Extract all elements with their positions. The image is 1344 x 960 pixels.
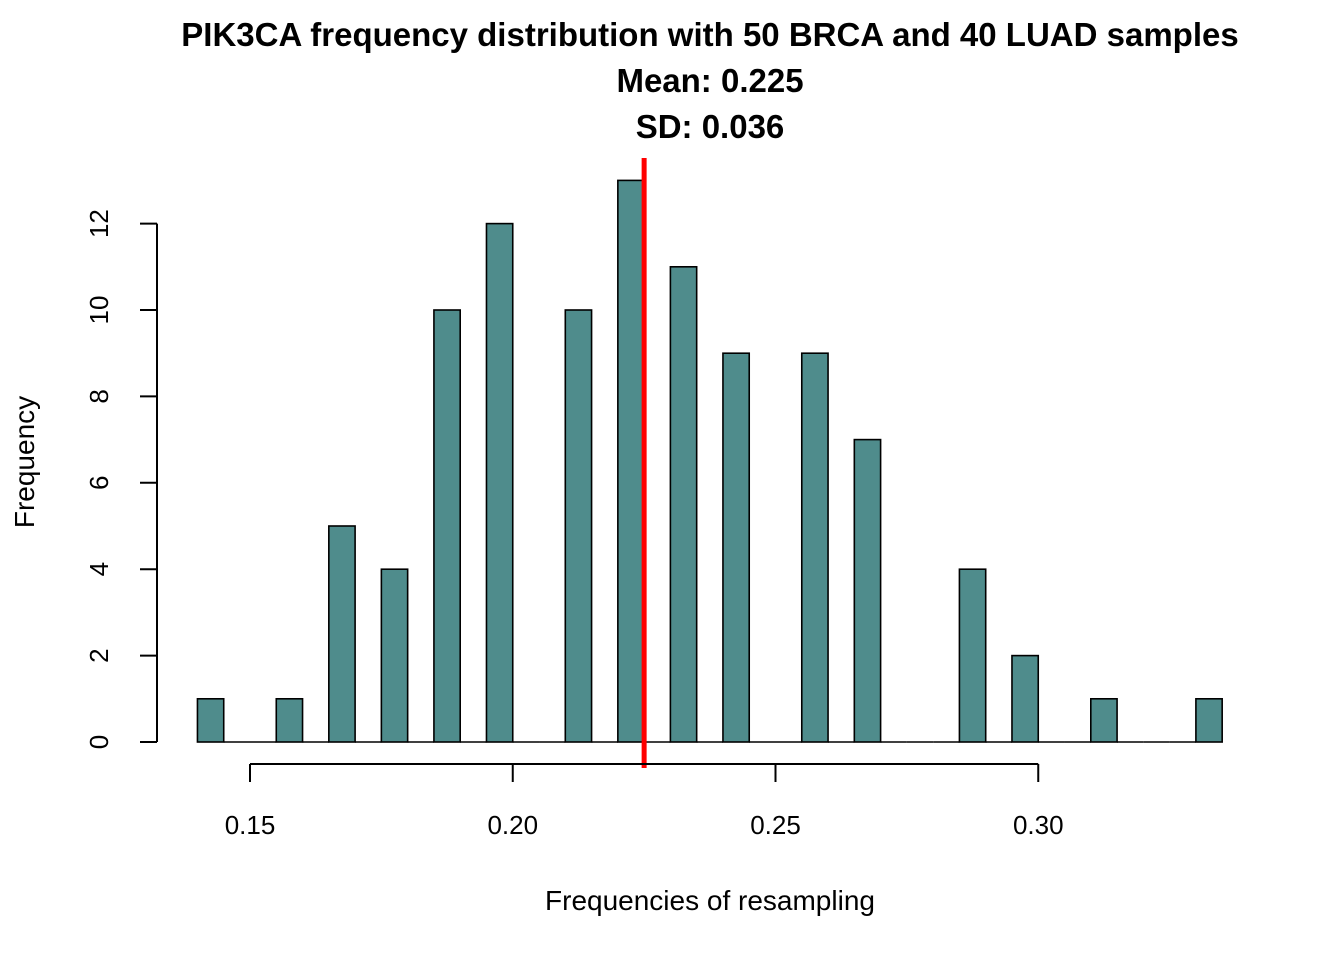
histogram-bar bbox=[1090, 697, 1118, 743]
histogram-bar bbox=[722, 352, 751, 743]
histogram-bar bbox=[275, 697, 304, 743]
x-axis: 0.15 0.20 0.25 0.30 bbox=[225, 763, 1064, 840]
histogram-bar bbox=[1011, 654, 1040, 743]
y-tick-label: 12 bbox=[84, 209, 114, 238]
histogram-bar bbox=[328, 525, 356, 743]
y-tick-label: 4 bbox=[84, 562, 114, 576]
histogram-bar bbox=[958, 568, 987, 743]
x-tick-label: 0.25 bbox=[750, 810, 801, 840]
y-axis: 0 2 4 6 8 10 12 bbox=[84, 209, 158, 749]
x-tick-label: 0.15 bbox=[225, 810, 276, 840]
y-tick-label: 10 bbox=[84, 296, 114, 325]
chart-title-main: PIK3CA frequency distribution with 50 BR… bbox=[181, 16, 1238, 53]
x-tick-label: 0.30 bbox=[1013, 810, 1064, 840]
chart-title: PIK3CA frequency distribution with 50 BR… bbox=[181, 16, 1238, 145]
y-tick-label: 8 bbox=[84, 389, 114, 403]
histogram-bar bbox=[617, 179, 645, 743]
y-tick-label: 6 bbox=[84, 476, 114, 490]
x-tick-label: 0.20 bbox=[487, 810, 538, 840]
histogram-bar bbox=[433, 309, 461, 743]
chart-subtitle-sd: SD: 0.036 bbox=[636, 108, 785, 145]
histogram-bar bbox=[380, 568, 409, 743]
histogram-bar bbox=[485, 222, 514, 743]
histogram-bar bbox=[669, 265, 698, 743]
histogram-bar bbox=[196, 697, 225, 743]
x-axis-label: Frequencies of resampling bbox=[545, 885, 875, 916]
y-tick-label: 0 bbox=[84, 735, 114, 749]
chart-subtitle-mean: Mean: 0.225 bbox=[616, 62, 803, 99]
y-axis-label: Frequency bbox=[9, 396, 40, 528]
histogram-bar bbox=[853, 438, 882, 743]
histogram-bar bbox=[1195, 697, 1223, 743]
histogram-bar bbox=[564, 309, 593, 743]
y-tick-label: 2 bbox=[84, 648, 114, 662]
bars-group bbox=[196, 179, 1223, 743]
histogram-bar bbox=[800, 352, 829, 743]
